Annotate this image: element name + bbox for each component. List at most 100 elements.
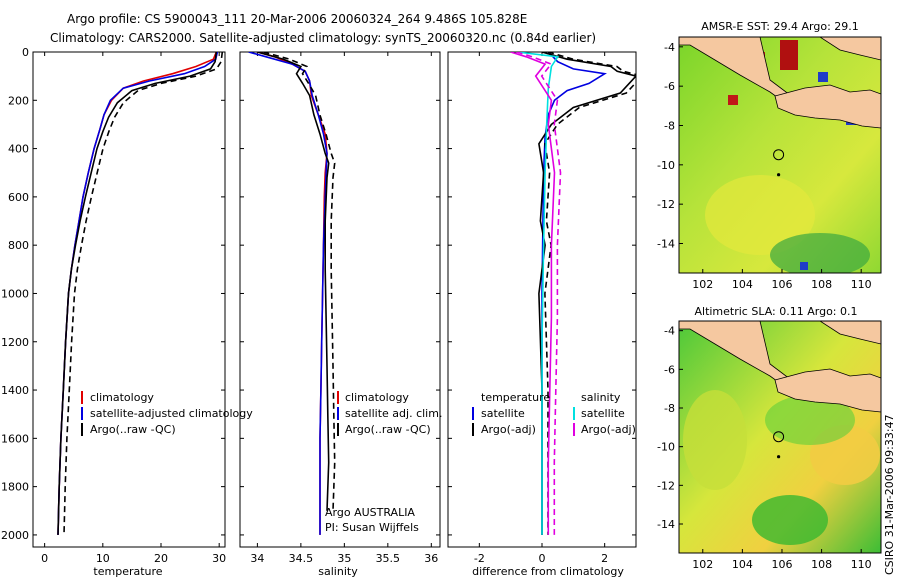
- sla-map-panel: Altimetric SLA: 0.11 Argo: 0.1 102 104 106…: [657, 305, 882, 571]
- temperature-ytick-label: 0: [22, 46, 29, 59]
- m1-axes-ytick-label: -8: [664, 120, 675, 133]
- s-xtick-label: 35.5: [376, 552, 401, 565]
- salinity-xlabel: salinity: [318, 565, 358, 578]
- salinity-y-ticks: [240, 51, 440, 536]
- temperature-series: [57, 52, 224, 535]
- temperature-ytick-label: 1000: [1, 287, 29, 300]
- m1-axes-ytick-label: -6: [664, 80, 675, 93]
- temperature-ytick-label: 1600: [1, 432, 29, 445]
- s-line-satellite-adj-clim: [248, 52, 328, 535]
- t-line-climatology: [57, 52, 218, 535]
- m1-axes-ytick-label: -14: [657, 238, 675, 251]
- difference-legend-temp-argo: Argo(-adj): [481, 423, 536, 436]
- sla-patch-central: [765, 395, 855, 445]
- s-xtick-label: 34: [250, 552, 264, 565]
- sst-hot-pixel-3: [728, 95, 738, 105]
- figure-title-line-2: Climatology: CARS2000. Satellite-adjuste…: [50, 31, 596, 45]
- temperature-x-axis: 0 10 20 30: [41, 52, 226, 565]
- salinity-series: [248, 52, 336, 535]
- salinity-axes-frame: [239, 51, 441, 548]
- temperature-ytick-label: 600: [8, 191, 29, 204]
- temperature-legend-argo: Argo(..raw -QC): [90, 423, 176, 436]
- salinity-annotation-program: Argo AUSTRALIA: [325, 506, 415, 519]
- sst-land-java: [774, 84, 881, 129]
- salinity-legend: climatology satellite adj. clim. Argo(..…: [337, 391, 442, 436]
- salinity-x-axis: 34 34.5 35 35.5 36: [250, 52, 438, 565]
- temperature-axes-frame: [32, 51, 226, 548]
- m2-axes-ytick-label: -6: [664, 363, 675, 376]
- d-line-temperature-argo-adj-adjusted: [544, 52, 636, 535]
- d-line-temperature-satellite: [541, 52, 607, 535]
- salinity-legend-satellite: satellite adj. clim.: [345, 407, 442, 420]
- temperature-legend-satellite: satellite-adjusted climatology: [90, 407, 253, 420]
- m2-axes-xtick-label: 102: [692, 558, 713, 571]
- temperature-xlabel: temperature: [93, 565, 162, 578]
- sst-cold-pixel-3: [800, 262, 808, 270]
- s-xtick-label: 36: [424, 552, 438, 565]
- d-line-salinity-satellite: [516, 52, 560, 535]
- t-line-argo-raw-qc-adjusted: [63, 52, 224, 535]
- sst-map-title: AMSR-E SST: 29.4 Argo: 29.1: [701, 20, 859, 33]
- m1-axes-argo-track-dot: [777, 173, 781, 177]
- salinity-legend-climatology: climatology: [345, 391, 409, 404]
- t-xtick-label: 10: [96, 552, 110, 565]
- difference-xlabel: difference from climatology: [472, 565, 624, 578]
- salinity-legend-argo: Argo(..raw -QC): [345, 423, 431, 436]
- m2-axes-xtick-label: 108: [811, 558, 832, 571]
- figure-title-line-1: Argo profile: CS 5900043_111 20-Mar-2006…: [67, 12, 527, 26]
- sla-map-frame: [678, 320, 882, 554]
- temperature-legend-climatology: climatology: [90, 391, 154, 404]
- sst-land-sumatra: [679, 37, 796, 112]
- m2-axes-xtick-label: 106: [771, 558, 792, 571]
- sst-map-frame: [678, 36, 882, 274]
- m2-axes-argo-track-dot: [777, 455, 781, 459]
- temperature-panel: 0 200 400 600 800 1000 1200 1400 1600 1800 2000 0 1…: [1, 46, 253, 578]
- sst-cold-pixel-2: [818, 72, 828, 82]
- salinity-panel: 34 34.5 35 35.5 36 salinity climatology sate…: [239, 51, 442, 578]
- difference-legend-temp-satellite: satellite: [481, 407, 525, 420]
- difference-panel: -2 0 2 difference from climatology tempera…: [447, 51, 637, 578]
- m2-axes-ytick-label: -14: [657, 518, 675, 531]
- difference-legend-sal-argo: Argo(-adj): [581, 423, 636, 436]
- sst-map-panel: AMSR-E SST: 29.4 Argo: 29.1 102 104 106 108…: [657, 20, 882, 291]
- sst-map-field: [679, 37, 881, 273]
- sla-map-title: Altimetric SLA: 0.11 Argo: 0.1: [694, 305, 857, 318]
- csiro-timestamp: CSIRO 31-Mar-2006 09:33:47: [883, 414, 896, 575]
- difference-x-axis: -2 0 2: [474, 52, 608, 565]
- m2-axes-xtick-label: 104: [732, 558, 753, 571]
- m1-axes-xtick-label: 102: [692, 278, 713, 291]
- s-line-argo-raw-qc: [257, 52, 330, 511]
- sla-argo-position-marker: [773, 431, 785, 443]
- m2-axes-xtick-label: 110: [851, 558, 872, 571]
- t-xtick-label: 0: [41, 552, 48, 565]
- temperature-ytick-label: 200: [8, 94, 29, 107]
- sst-hot-pixel-1: [780, 40, 798, 70]
- temperature-y-axis: 0 200 400 600 800 1000 1200 1400 1600 1800 2000: [1, 46, 225, 542]
- temperature-legend: climatology satellite-adjusted climatolo…: [81, 391, 253, 436]
- sla-land-sumatra: [679, 321, 796, 396]
- m1-axes-xtick-label: 106: [771, 278, 792, 291]
- m2-axes-ytick-label: -4: [664, 325, 675, 338]
- difference-legend: temperature salinity satellite Argo(-adj…: [472, 391, 636, 436]
- temperature-ytick-label: 400: [8, 143, 29, 156]
- salinity-annotation-pi: PI: Susan Wijffels: [325, 521, 419, 534]
- m1-axes-ytick-label: -4: [664, 41, 675, 54]
- temperature-ytick-label: 1200: [1, 336, 29, 349]
- s-xtick-label: 35: [337, 552, 351, 565]
- m1-axes-ytick-label: -10: [657, 159, 675, 172]
- t-line-argo-raw-qc: [57, 52, 218, 535]
- difference-legend-header-temperature: temperature: [481, 391, 550, 404]
- sla-map-axes: 102 104 106 108 110 -4 -6 -8 -10 -12 -14: [657, 325, 872, 571]
- m1-axes-xtick-label: 110: [851, 278, 872, 291]
- sst-land-borneo: [819, 37, 881, 61]
- m2-axes-ytick-label: -8: [664, 402, 675, 415]
- t-xtick-label: 30: [212, 552, 226, 565]
- temperature-ytick-label: 2000: [1, 529, 29, 542]
- sst-warm-patch: [705, 175, 815, 255]
- s-line-argo-raw-qc-adjusted: [263, 52, 336, 511]
- sst-cool-patch: [770, 233, 870, 273]
- d-line-salinity-argo-adj: [510, 52, 556, 535]
- d-xtick-label: -2: [474, 552, 485, 565]
- d-xtick-label: 0: [539, 552, 546, 565]
